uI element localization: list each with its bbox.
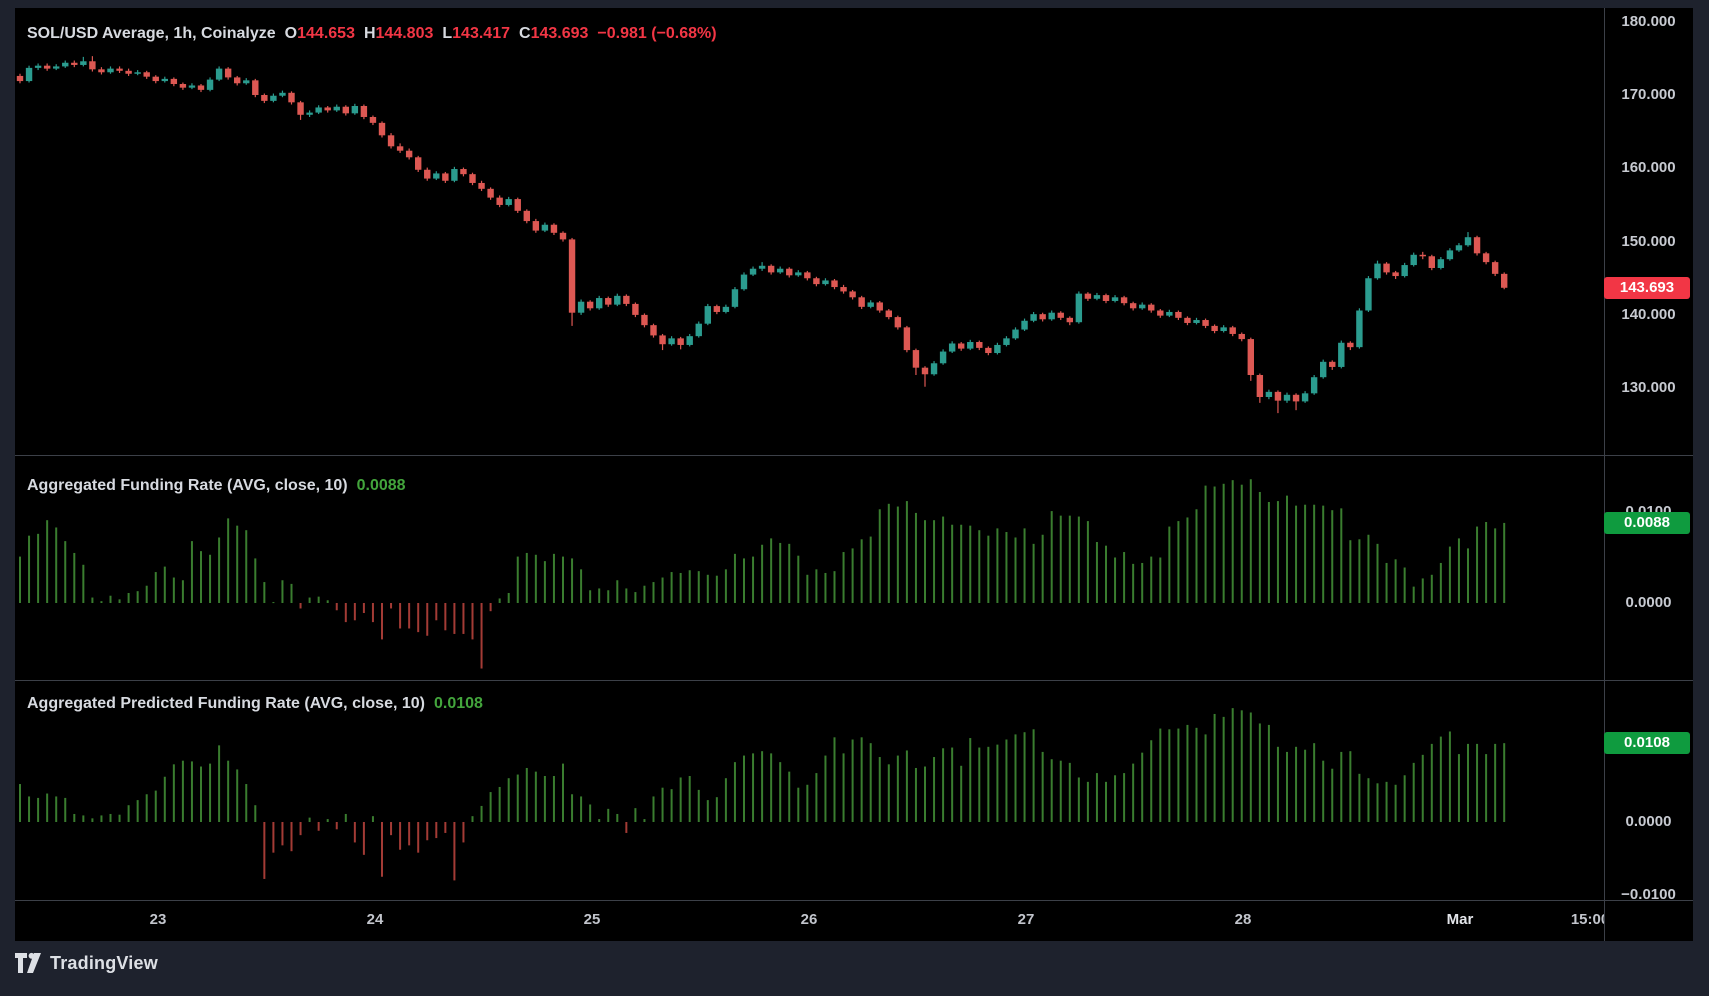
- time-axis-label: 23: [149, 911, 167, 928]
- symbol-legend[interactable]: SOL/USD Average, 1h, Coinalyze O144.653 …: [27, 25, 717, 43]
- pane-separator[interactable]: [15, 900, 1693, 901]
- price-axis-tick: 170.000: [1621, 86, 1676, 103]
- predicted-funding-rate-legend[interactable]: Aggregated Predicted Funding Rate (AVG, …: [27, 695, 483, 713]
- funding-rate-value: 0.0088: [356, 477, 406, 494]
- price-axis-tick: 140.000: [1621, 305, 1676, 323]
- predicted-axis-tick: −0.0100: [1621, 886, 1676, 903]
- funding-axis-tick: 0.0000: [1625, 594, 1672, 611]
- time-axis-label: 27: [1017, 911, 1035, 928]
- time-axis-label: 24: [366, 911, 384, 928]
- predicted-funding-rate-title: Aggregated Predicted Funding Rate (AVG, …: [27, 695, 425, 712]
- price-axis-tick: 180.000: [1621, 12, 1676, 30]
- ohlc-close: C143.693: [519, 25, 589, 42]
- price-axis-tick: 160.000: [1621, 159, 1676, 177]
- price-axis-border: [1604, 8, 1605, 941]
- time-axis-label: 25: [583, 911, 601, 928]
- price-axis-tick: 150.000: [1621, 232, 1676, 250]
- last-price-badge: 143.693: [1604, 276, 1690, 299]
- pane-separator[interactable]: [15, 455, 1693, 456]
- funding-rate-badge: 0.0088: [1604, 511, 1690, 534]
- price-axis-tick: 130.000: [1621, 379, 1676, 397]
- ohlc-high: H144.803: [363, 25, 434, 42]
- time-scale[interactable]: 23 24 25 26 27 28 Mar 15:00: [15, 905, 1604, 939]
- funding-rate-legend[interactable]: Aggregated Funding Rate (AVG, close, 10)…: [27, 477, 406, 495]
- price-change: −0.981 (−0.68%): [597, 25, 717, 42]
- predicted-axis-tick: 0.0000: [1625, 813, 1672, 830]
- tradingview-logo-icon: [15, 952, 41, 973]
- funding-rate-title: Aggregated Funding Rate (AVG, close, 10): [27, 477, 348, 494]
- symbol-title: SOL/USD Average, 1h, Coinalyze: [27, 25, 276, 42]
- predicted-funding-rate-badge: 0.0108: [1604, 732, 1690, 755]
- time-axis-label: 15:00: [1570, 911, 1604, 928]
- time-axis-label: Mar: [1446, 911, 1474, 928]
- ohlc-low: L143.417: [442, 25, 510, 42]
- ohlc-open: O144.653: [284, 25, 355, 42]
- time-axis-label: 28: [1234, 911, 1252, 928]
- predicted-funding-rate-value: 0.0108: [434, 695, 483, 712]
- tradingview-logo-text: TradingView: [50, 952, 158, 973]
- pane-separator[interactable]: [15, 680, 1693, 681]
- time-axis-label: 26: [800, 911, 818, 928]
- tradingview-branding[interactable]: TradingView: [14, 951, 158, 975]
- chart-background[interactable]: [15, 8, 1693, 941]
